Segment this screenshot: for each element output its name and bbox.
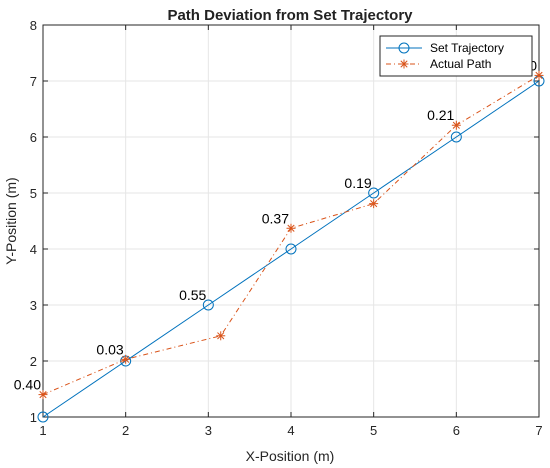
legend-marker-1 bbox=[398, 42, 410, 54]
x-tick-label: 3 bbox=[205, 423, 212, 438]
y-tick-label: 4 bbox=[30, 242, 37, 257]
series-1-point bbox=[450, 131, 462, 143]
legend: Set Trajectory Actual Path bbox=[379, 35, 533, 77]
y-tick-label: 8 bbox=[30, 18, 37, 33]
asterisk-stroke bbox=[122, 355, 130, 363]
x-axis-label: X-Position (m) bbox=[246, 448, 335, 464]
asterisk-stroke bbox=[287, 224, 295, 232]
deviation-label: 0.55 bbox=[179, 287, 206, 303]
y-tick-label: 1 bbox=[30, 410, 37, 425]
legend-entry-2: Actual Path bbox=[430, 57, 491, 71]
legend-entry-1: Set Trajectory bbox=[430, 41, 504, 55]
chart-title: Path Deviation from Set Trajectory bbox=[167, 7, 413, 24]
series-1-point bbox=[202, 299, 214, 311]
series-1-point bbox=[37, 411, 49, 423]
x-tick-label: 4 bbox=[287, 423, 294, 438]
legend-marker-2 bbox=[399, 59, 409, 69]
deviation-label: 0.40 bbox=[14, 377, 41, 393]
y-tick-label: 5 bbox=[30, 186, 37, 201]
series-2-point bbox=[121, 354, 131, 364]
x-tick-label: 7 bbox=[535, 423, 542, 438]
y-tick-label: 7 bbox=[30, 74, 37, 89]
series-2-point bbox=[534, 70, 544, 80]
x-tick-label: 6 bbox=[453, 423, 460, 438]
asterisk-stroke bbox=[370, 200, 378, 208]
deviation-label: 0.21 bbox=[427, 107, 454, 123]
asterisk-stroke bbox=[535, 71, 543, 79]
asterisk-stroke bbox=[452, 121, 460, 129]
y-tick-label: 6 bbox=[30, 130, 37, 145]
deviation-label: 0.03 bbox=[96, 341, 123, 357]
deviation-label: 0.37 bbox=[262, 210, 289, 226]
series-2-point bbox=[38, 390, 48, 400]
series-1-point bbox=[285, 243, 297, 255]
series-2-point bbox=[451, 120, 461, 130]
y-tick-label: 3 bbox=[30, 298, 37, 313]
x-tick-label: 5 bbox=[370, 423, 377, 438]
series-2-point bbox=[216, 331, 226, 341]
x-tick-label: 2 bbox=[122, 423, 129, 438]
series-1-point bbox=[368, 187, 380, 199]
asterisk-stroke bbox=[400, 60, 408, 68]
series-2-point bbox=[369, 199, 379, 209]
plot-area: 1234567123456780.400.030.550.370.190.210… bbox=[14, 18, 545, 438]
asterisk-stroke bbox=[39, 391, 47, 399]
y-axis-label: Y-Position (m) bbox=[3, 177, 19, 264]
asterisk-stroke bbox=[217, 332, 225, 340]
series-2-point bbox=[286, 223, 296, 233]
x-tick-label: 1 bbox=[39, 423, 46, 438]
y-tick-label: 2 bbox=[30, 354, 37, 369]
deviation-label: 0.19 bbox=[344, 175, 371, 191]
